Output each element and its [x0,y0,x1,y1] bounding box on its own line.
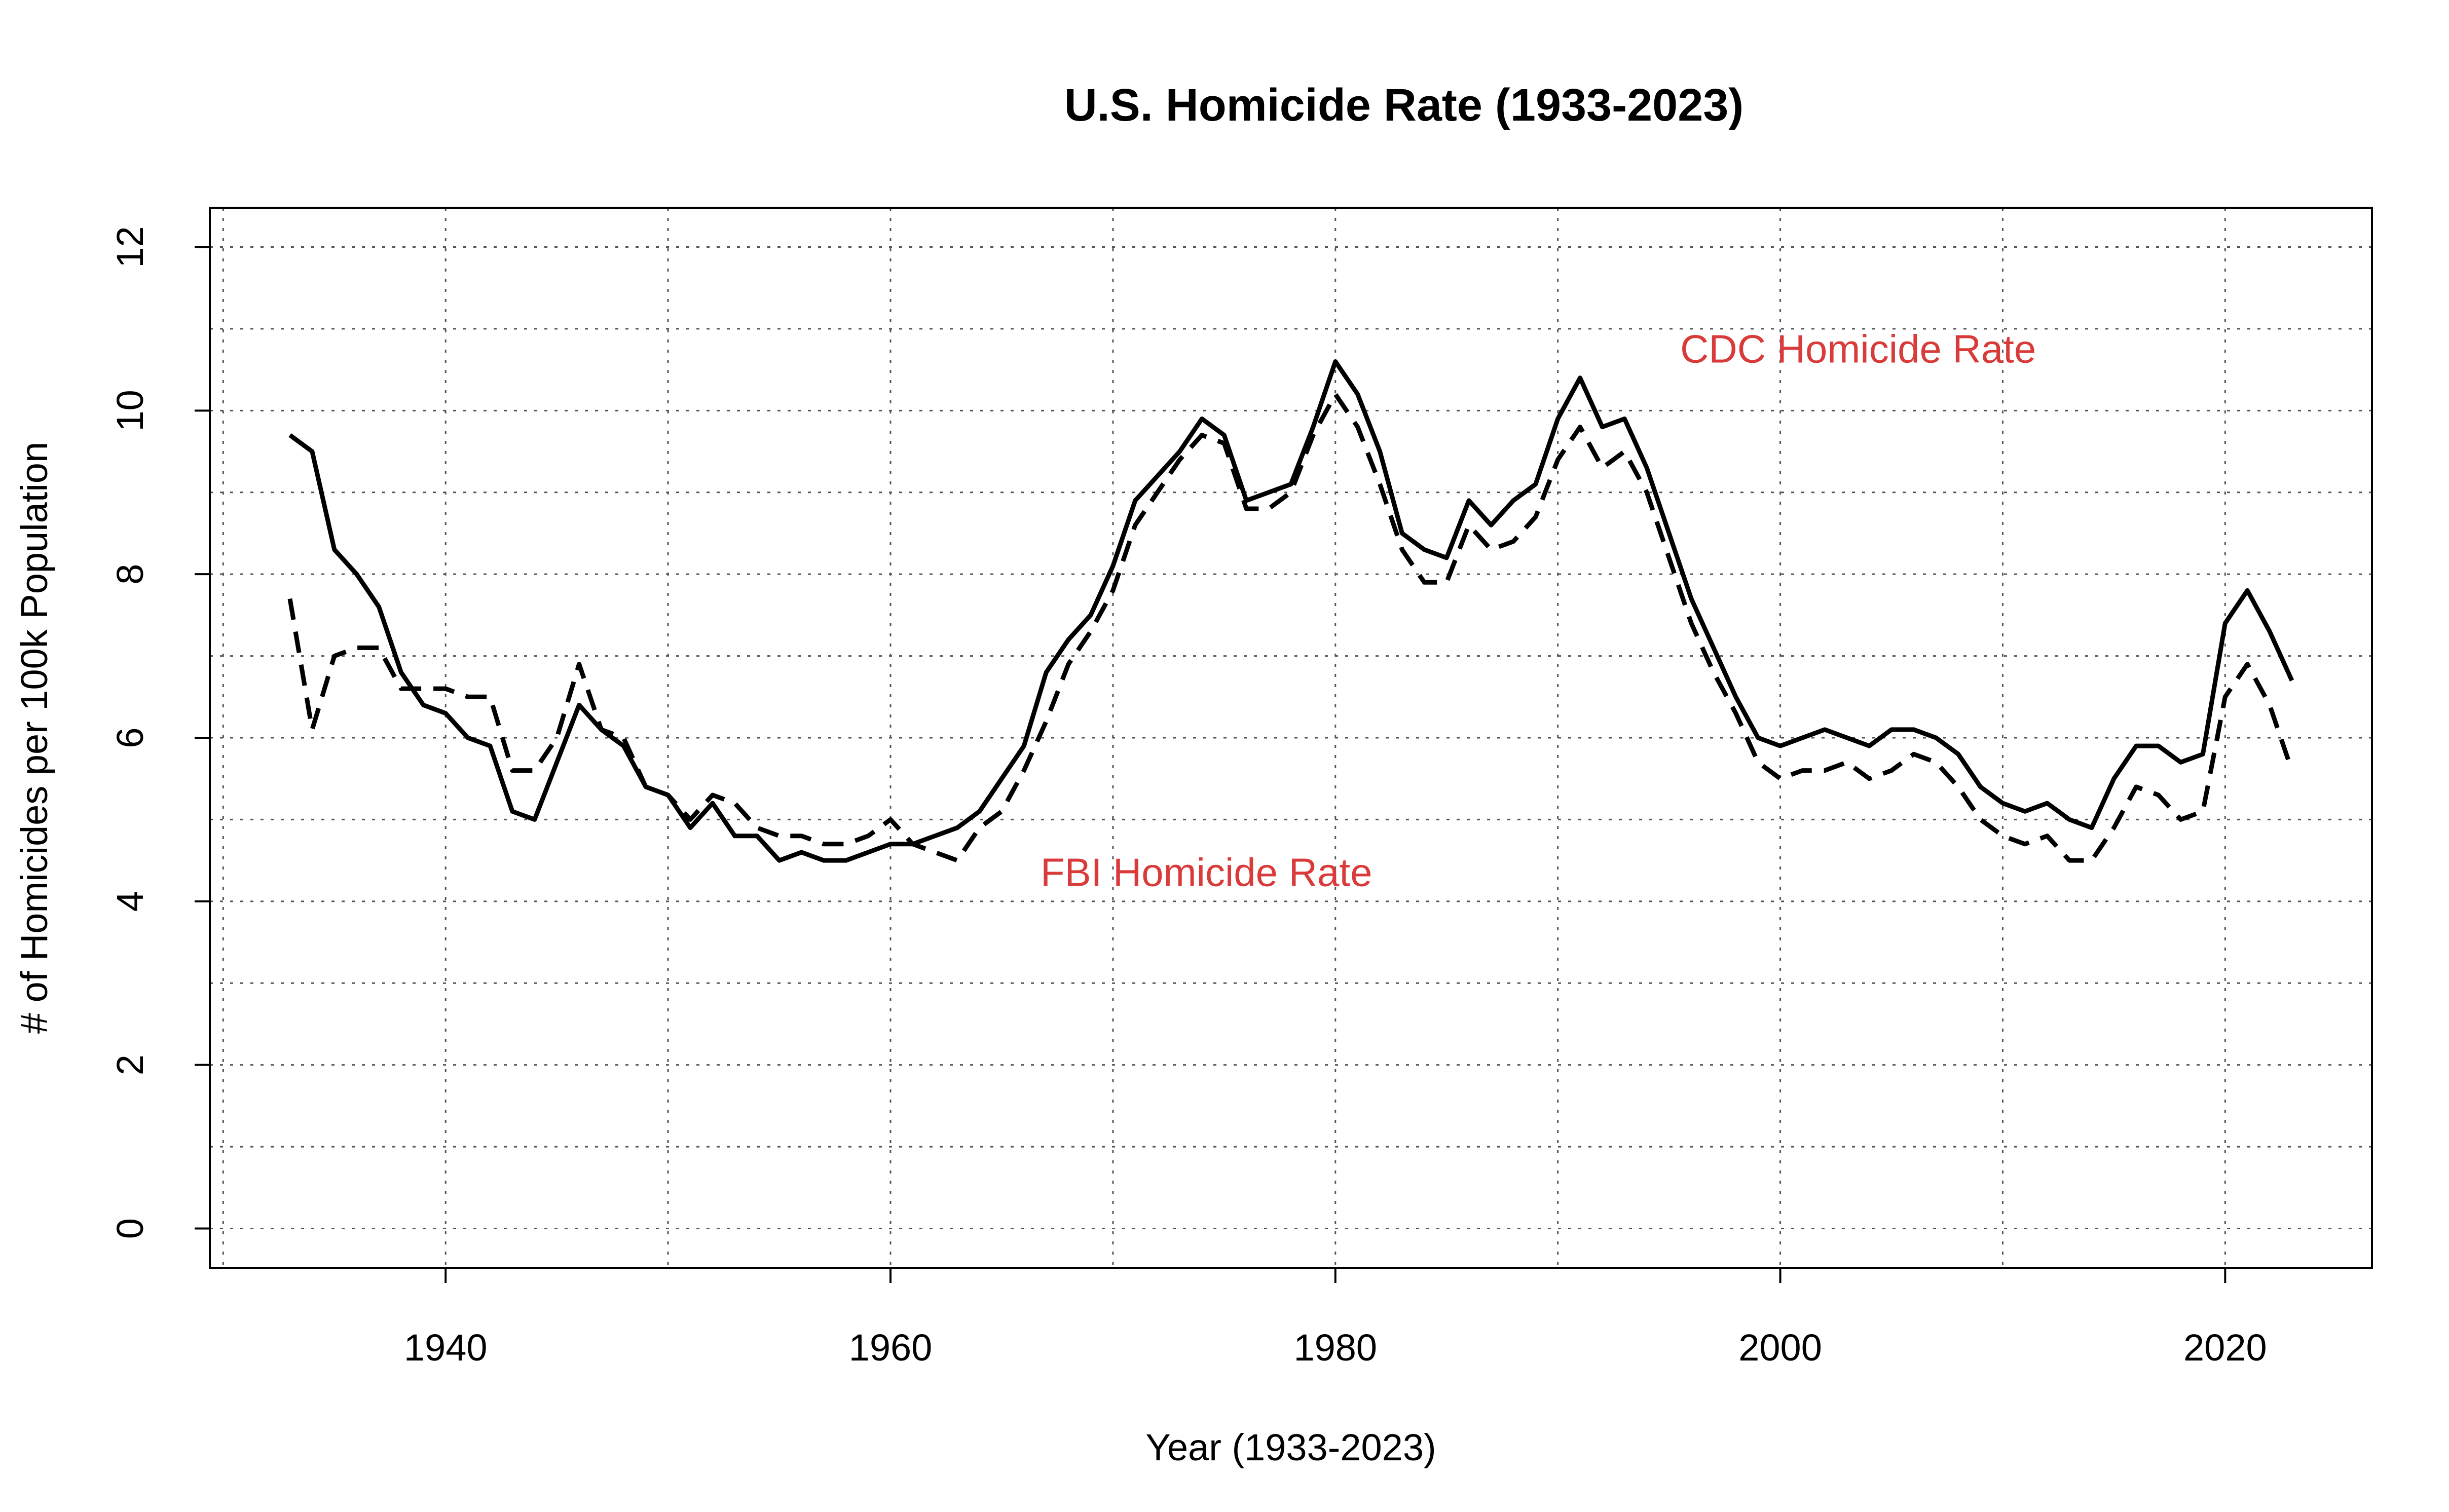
series-annotation: CDC Homicide Rate [1680,326,2036,371]
series-annotation: FBI Homicide Rate [1041,850,1372,894]
plot-frame [209,207,2373,1269]
y-axis: 0 2 4 6 8 10 12 [109,226,210,1239]
y-tick-label: 4 [109,891,151,912]
y-tick-label: 6 [109,727,151,748]
x-tick-label: 1960 [849,1327,933,1369]
x-axis: 1940 1960 1980 2000 2020 [404,1268,2267,1369]
series-line-solid [288,359,2294,863]
series-lines [287,359,2294,863]
y-tick-label: 10 [109,390,151,431]
y-axis-label: # of Homicides per 100k Population [13,442,55,1034]
chart-title: U.S. Homicide Rate (1933-2023) [1064,80,1744,131]
x-tick-label: 2020 [2183,1327,2267,1369]
annotations: CDC Homicide Rate FBI Homicide Rate [1041,326,2036,894]
y-tick-label: 12 [109,226,151,268]
x-axis-label: Year (1933-2023) [1145,1426,1436,1468]
x-tick-label: 1940 [404,1327,488,1369]
grid-lines [210,208,2372,1268]
y-tick-label: 0 [109,1218,151,1239]
x-tick-label: 2000 [1738,1327,1822,1369]
y-tick-label: 2 [109,1054,151,1075]
x-tick-label: 1980 [1293,1327,1377,1369]
series-line-dashed [287,392,2294,863]
y-tick-label: 8 [109,564,151,585]
